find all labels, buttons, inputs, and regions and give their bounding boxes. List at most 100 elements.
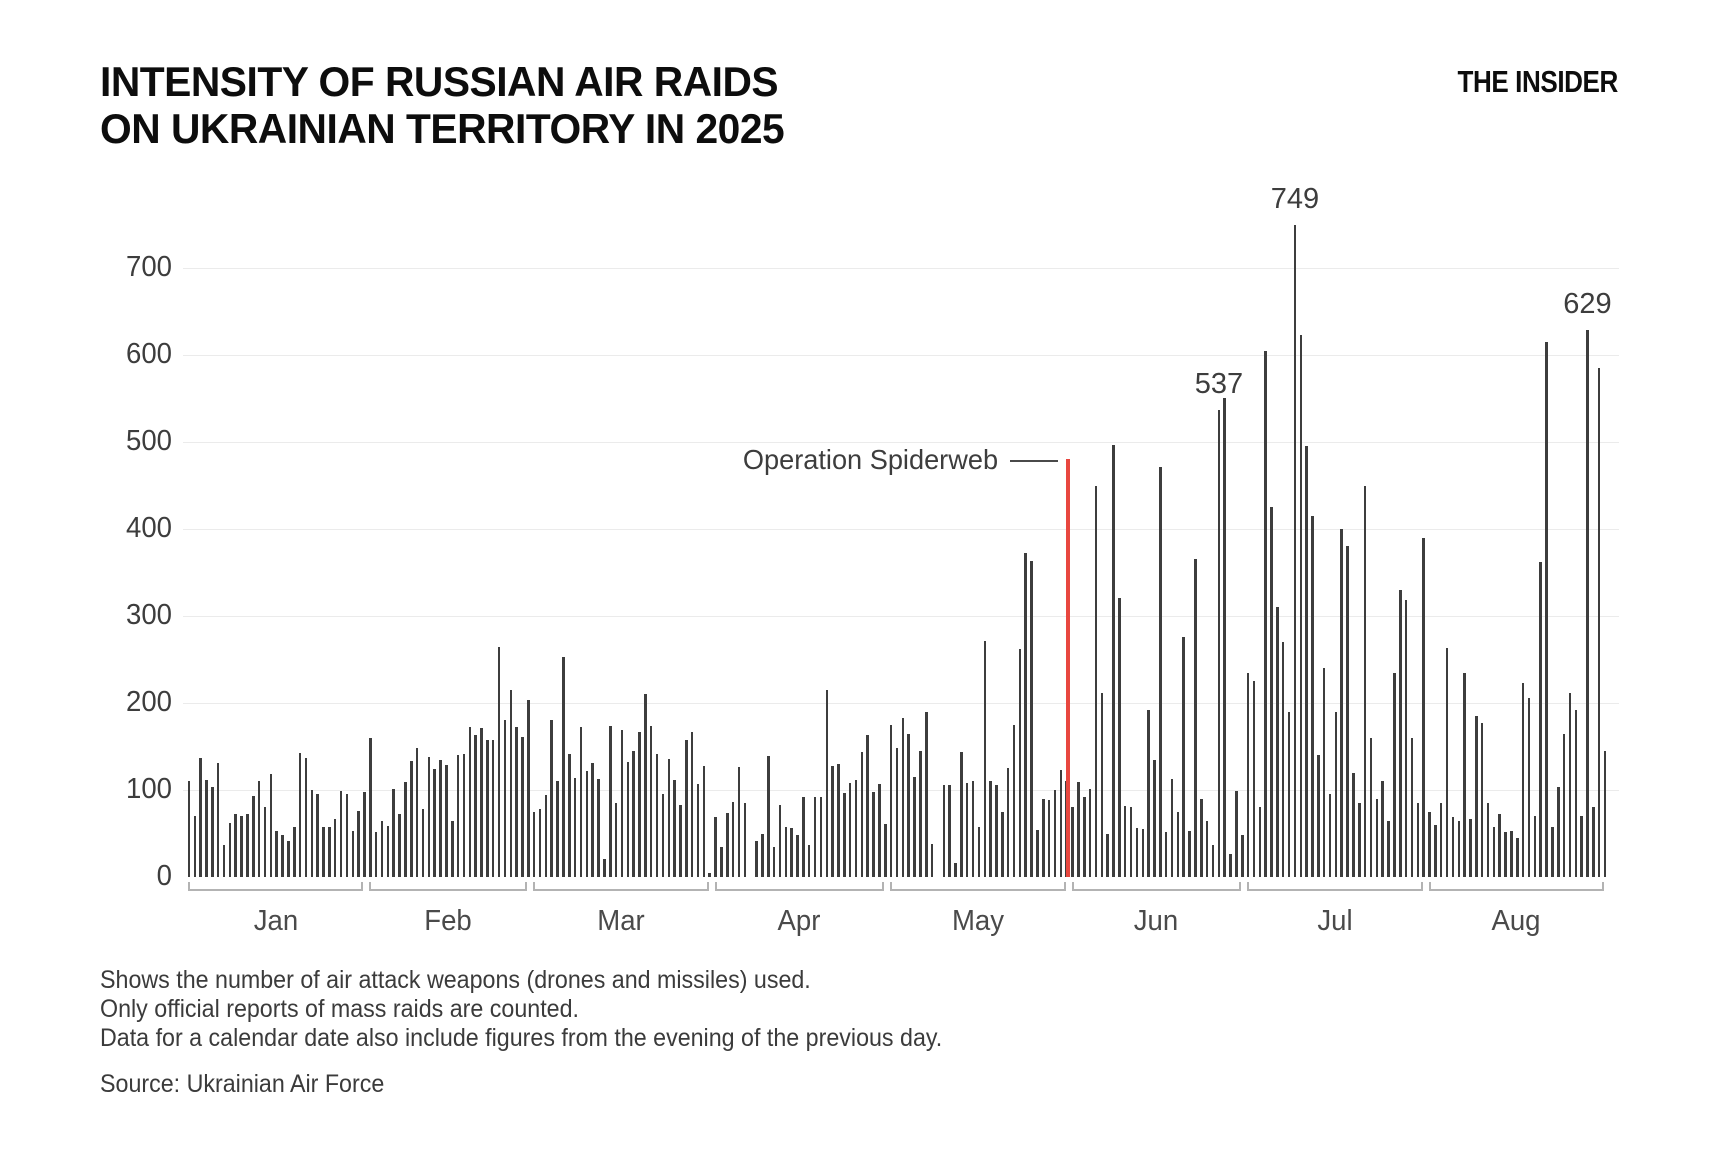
data-bar [989,781,992,877]
bar-value-label: 629 [1563,287,1612,320]
data-bar [690,731,694,877]
data-bar [1557,786,1560,877]
month-bracket [188,889,364,891]
data-bar [1088,789,1092,877]
month-bracket-tick [1063,882,1066,890]
data-bar [755,840,758,877]
data-bar [1229,853,1232,877]
data-bar [556,781,559,877]
month-bracket-tick [714,882,717,890]
data-bar [772,847,776,877]
data-bar [737,766,741,877]
data-bar [503,720,507,877]
annotation-connector-line [1009,460,1058,463]
data-bar [930,843,934,877]
x-axis-month-label: Mar [597,905,645,937]
data-bar [1457,820,1461,877]
month-bracket-tick [1247,882,1250,890]
data-bar [1580,816,1583,877]
data-bar [1498,813,1501,877]
data-bar [977,826,981,877]
data-bar [597,778,600,877]
data-bar [240,816,243,877]
data-bar [632,750,635,878]
month-bracket [1071,889,1242,891]
data-bar [1001,811,1004,878]
data-bar [1551,827,1554,877]
data-bar [491,740,495,877]
data-bar [439,759,442,877]
month-bracket-tick [188,882,190,890]
data-bar [1586,329,1589,877]
data-bar [1194,558,1197,877]
data-bar [410,761,413,877]
data-bar [497,647,501,877]
data-bar [1205,821,1209,877]
data-bar [1129,807,1133,877]
data-bar [1334,711,1338,877]
data-bar [1006,768,1010,878]
data-bar [357,810,360,877]
data-bar [1410,737,1414,877]
data-bar [702,765,706,877]
data-bar [1047,800,1051,877]
data-bar [1516,837,1519,877]
footer-notes: Shows the number of air attack weapons (… [100,966,1006,1099]
data-bar [591,763,594,877]
data-bar [1387,820,1390,877]
data-bar [451,820,454,877]
data-bar [901,717,905,877]
data-bar [965,783,969,877]
y-gridline [183,268,1619,269]
data-bar [1270,507,1273,878]
data-bar [568,753,571,877]
title-line-1: INTENSITY OF RUSSIAN AIR RAIDS [100,58,779,105]
data-bar [790,828,793,877]
data-bar [714,817,717,877]
data-bar [1170,778,1174,877]
data-bar [1451,817,1455,877]
data-bar [1358,803,1361,877]
data-bar [345,794,349,878]
data-bar [1217,409,1221,877]
data-bar [603,858,606,877]
x-axis-month-label: Jul [1317,905,1353,937]
data-bar [649,725,653,877]
data-bar [796,835,799,877]
y-axis-tick-label: 0 [156,860,172,892]
data-bar [1287,711,1291,877]
data-bar [843,792,846,877]
x-axis-month-label: Feb [424,905,473,937]
month-bracket-tick [533,882,536,890]
data-bar [919,750,922,878]
data-bar [854,779,858,877]
data-bar [813,797,817,877]
month-bracket-tick [1071,882,1074,890]
data-bar [199,757,202,877]
x-axis-month-label: Apr [777,905,821,937]
data-bar [761,833,764,877]
data-bar [825,690,829,878]
data-bar [726,812,729,877]
data-bar [784,826,788,877]
data-bar [609,725,612,877]
month-bracket-tick [890,882,893,890]
the-insider-logo: THE INSIDER [1457,64,1619,99]
data-bar [339,790,343,877]
data-bar [655,753,659,877]
y-gridline [183,442,1619,443]
month-bracket [714,889,885,891]
y-axis-tick-label: 700 [126,251,172,283]
data-bar [1293,225,1297,877]
month-bracket-tick [706,882,709,890]
y-gridline [183,703,1619,704]
data-bar [1036,830,1039,877]
data-bar [1235,790,1238,877]
y-gridline [183,616,1619,617]
data-bar [1311,516,1314,878]
data-bar [1164,831,1168,877]
data-bar [638,731,641,877]
data-bar [298,752,302,877]
data-bar [322,827,325,877]
data-bar [275,830,278,877]
